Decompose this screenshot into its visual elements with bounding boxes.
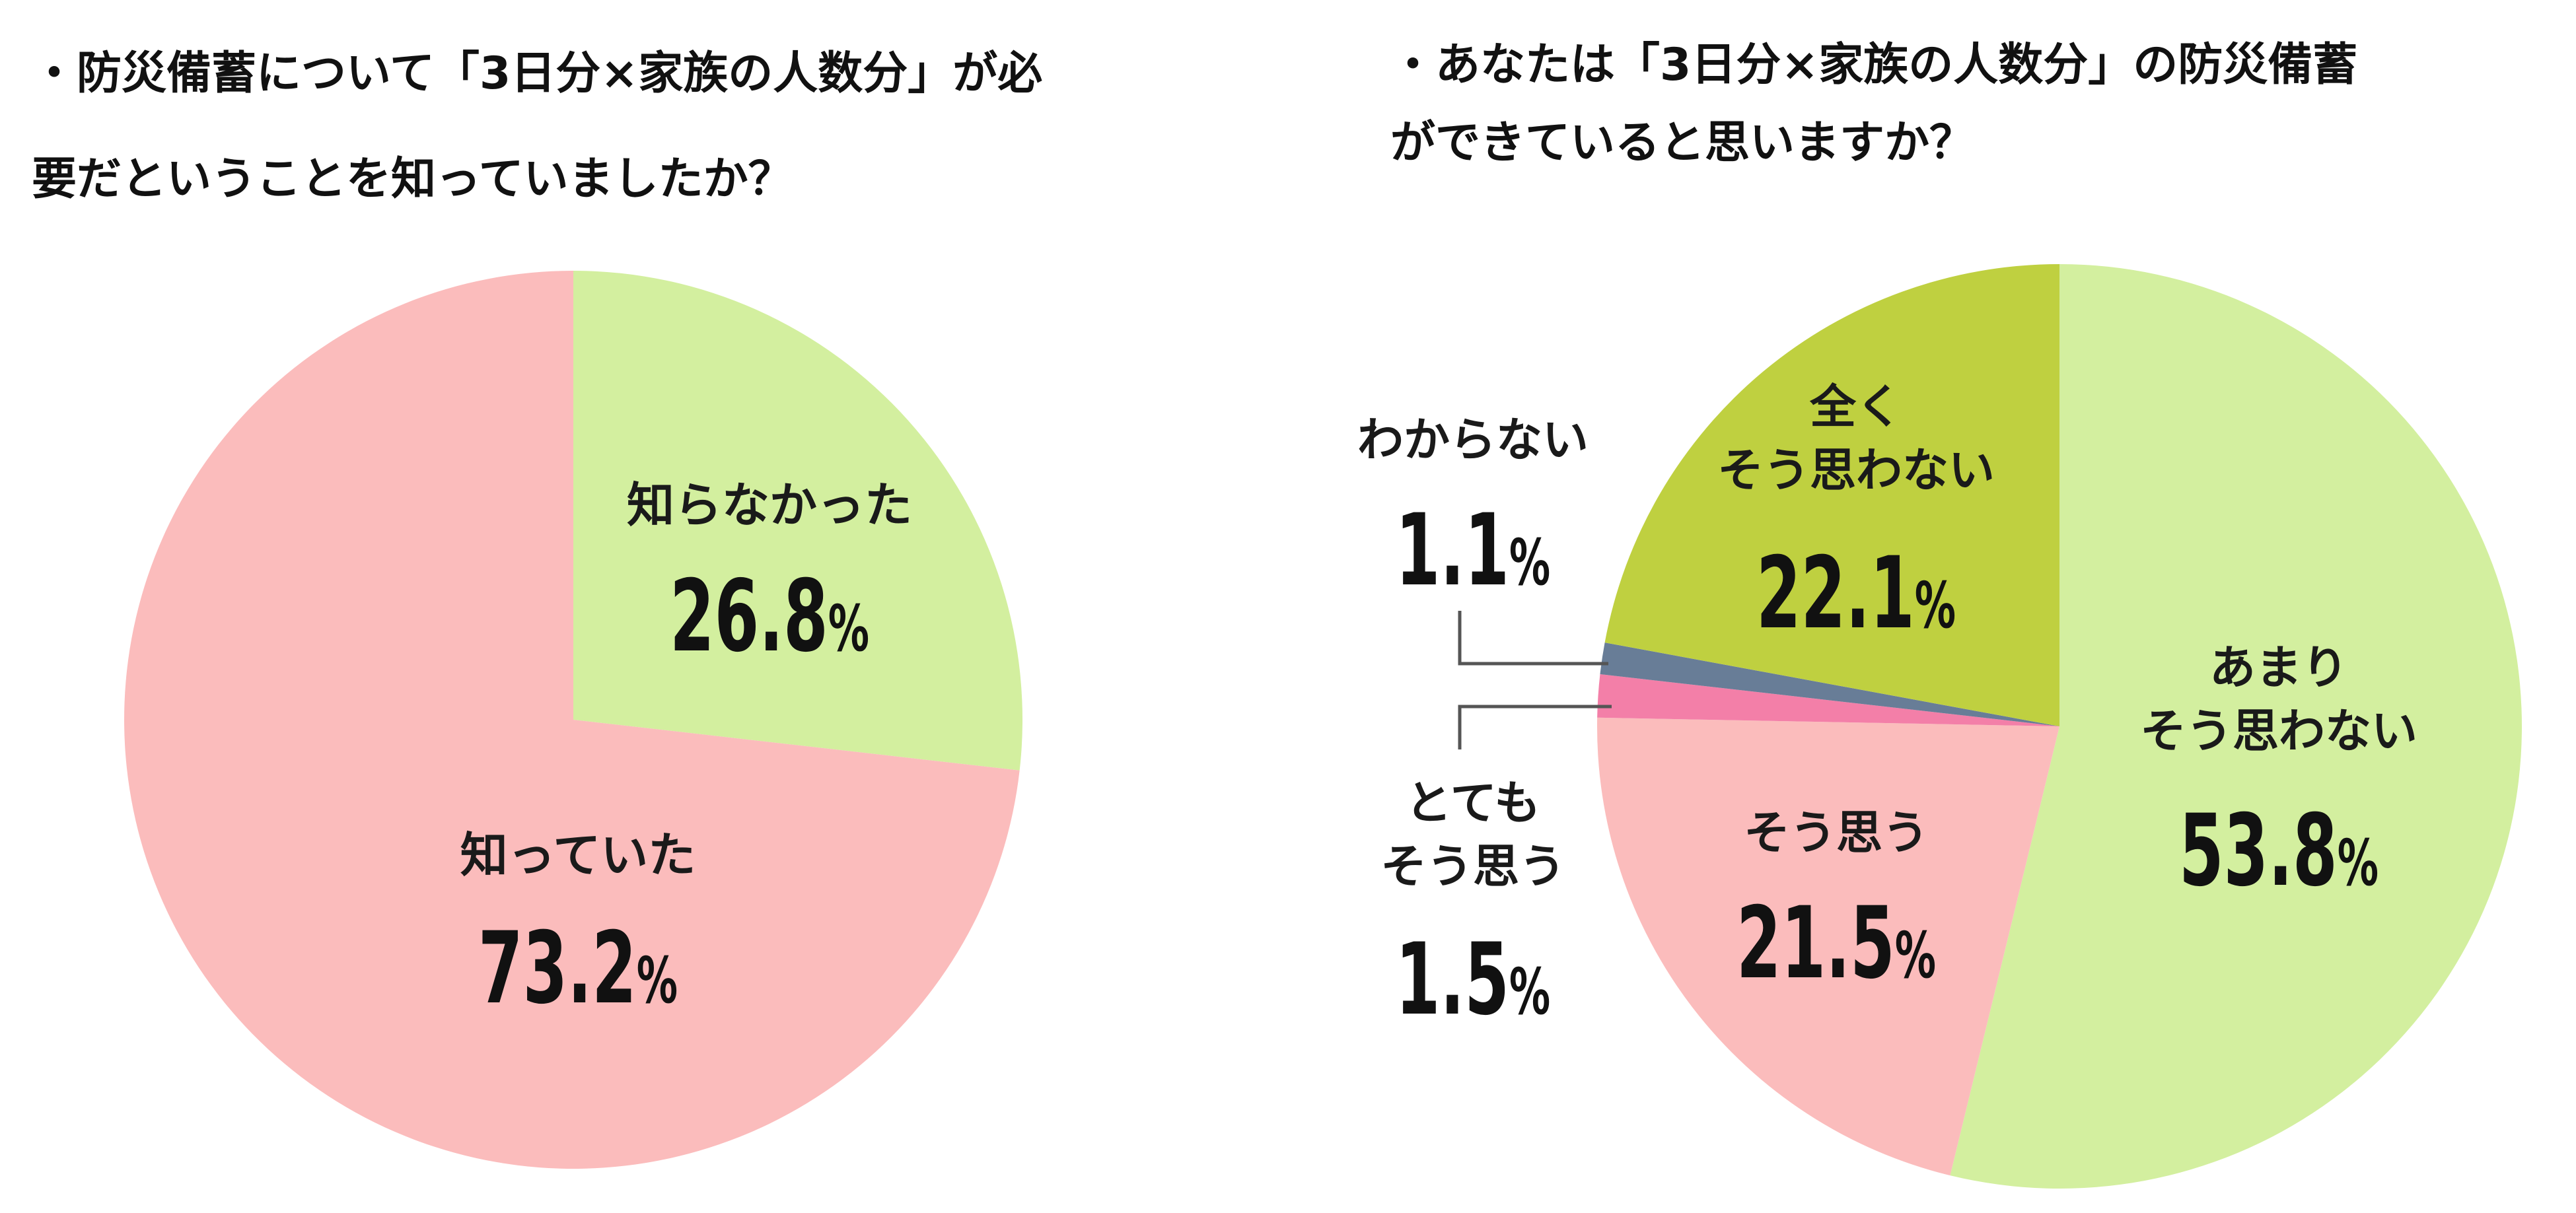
right-chart-title: ・あなたは「3日分×家族の人数分」の防災備蓄 ができていると思いますか？ [1390,26,2357,182]
right-pie-slice-1 [1596,717,2059,1176]
right-value-not-really: 53.8% [2179,793,2379,908]
right-label-not-at-all: 全くそう思わない [1717,380,1995,497]
leader-line-strongly-agree [1458,705,1612,749]
right-label-unknown: わからない [1357,413,1589,467]
right-value-unknown: 1.1% [1396,493,1550,607]
right-pie-slice-0 [1950,264,2522,1189]
left-pie-slice-1 [124,271,1020,1169]
right-value-not-at-all: 22.1% [1756,536,1956,650]
leader-lines [1458,611,1612,749]
left-title-line2: 要だということを知っていましたか？ [32,153,793,205]
slice-labels: 知らなかった 26.8% 知っていた 73.2% あまりそう思わない 53.8% そう思う 2… [460,380,2417,1037]
left-value-knew-not: 26.8% [670,559,869,674]
right-label-strongly-agree: とてもそう思う [1380,776,1565,893]
left-label-knew: 知っていた [460,827,696,883]
right-pie-slice-3 [1600,642,2059,726]
left-value-knew: 73.2% [478,911,678,1025]
right-label-not-really: あまりそう思わない [2140,641,2417,758]
right-pie-slice-4 [1604,263,2059,726]
leader-line-unknown [1458,611,1608,666]
right-pie-slice-2 [1597,674,2059,726]
right-pie-chart [1596,263,2522,1189]
right-title-line2: ができていると思いますか？ [1390,117,1975,169]
right-title-line1: ・あなたは「3日分×家族の人数分」の防災備蓄 [1390,39,2358,91]
right-label-agree: そう思う [1744,806,1929,860]
left-pie-chart [124,271,1023,1169]
left-pie-slice-0 [573,271,1023,771]
left-chart-title: ・防災備蓄について「3日分×家族の人数分」が必 要だということを知っていましたか？ [32,21,1042,232]
left-label-knew-not: 知らなかった [627,477,912,533]
right-value-agree: 21.5% [1736,885,1936,1000]
left-title-line1: ・防災備蓄について「3日分×家族の人数分」が必 [32,48,1043,100]
right-value-strongly-agree: 1.5% [1396,922,1550,1037]
